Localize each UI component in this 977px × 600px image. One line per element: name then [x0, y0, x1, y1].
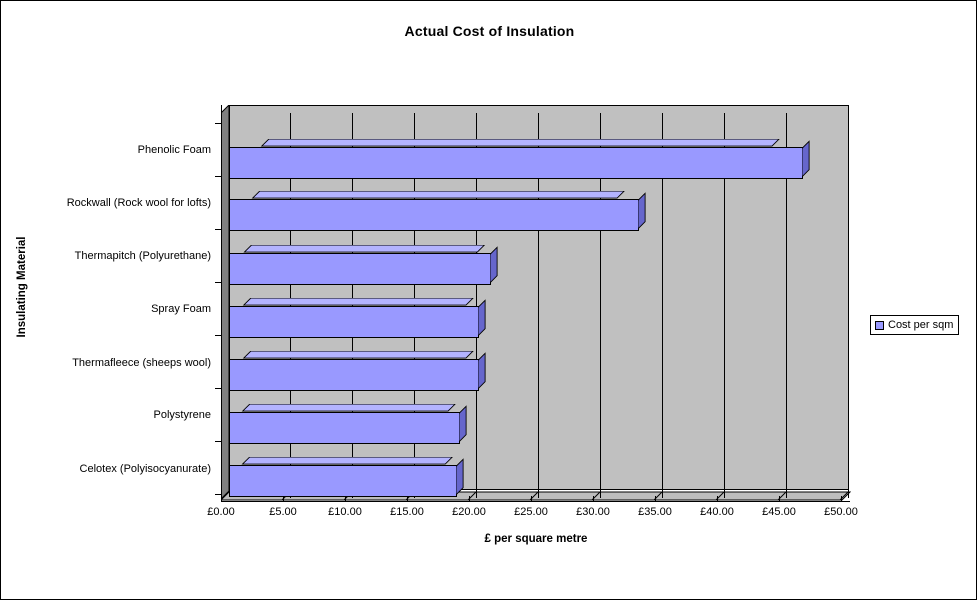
x-axis-tick: [841, 496, 842, 502]
bar-side-face: [802, 140, 810, 178]
chart-legend: Cost per sqm: [870, 315, 960, 335]
x-axis-title: £ per square metre: [484, 533, 588, 545]
legend-entry-label: Cost per sqm: [888, 319, 954, 331]
y-axis-tick: [215, 229, 222, 230]
bar: [229, 359, 479, 391]
bar: [229, 253, 491, 285]
bar-top-face: [241, 457, 453, 465]
x-axis-tick-label: £10.00: [328, 506, 362, 518]
gridline: [724, 113, 725, 498]
y-axis-tick-label: Thermafleece (sheeps wool): [72, 357, 211, 369]
x-axis-tick: [655, 496, 656, 502]
x-axis-tick-label: £45.00: [762, 506, 796, 518]
bar: [229, 412, 460, 444]
x-axis-tick-label: £50.00: [824, 506, 858, 518]
bar-top-face: [251, 191, 625, 199]
bar: [229, 306, 479, 338]
x-axis-tick: [221, 496, 222, 502]
x-axis-tick: [345, 496, 346, 502]
plot-area: [221, 105, 857, 501]
gridline: [848, 113, 849, 498]
y-axis-line: [221, 105, 222, 502]
x-axis-tick-label: £30.00: [576, 506, 610, 518]
bar-side-face: [459, 405, 467, 443]
x-axis-line: [221, 501, 850, 502]
x-axis-tick-label: £15.00: [390, 506, 424, 518]
bar-side-face: [490, 246, 498, 284]
x-axis-tick-label: £40.00: [700, 506, 734, 518]
y-axis-tick-label: Rockwall (Rock wool for lofts): [66, 197, 211, 209]
x-axis-tick: [593, 496, 594, 502]
x-axis-tick: [717, 496, 718, 502]
y-axis-title: Insulating Material: [16, 236, 28, 338]
x-axis-tick-label: £25.00: [514, 506, 548, 518]
gridline: [786, 113, 787, 498]
bar-side-face: [478, 352, 486, 390]
bar: [229, 147, 803, 179]
gridline: [600, 113, 601, 498]
bar-side-face: [478, 299, 486, 337]
x-axis-tick-label: £5.00: [269, 506, 297, 518]
bar-top-face: [242, 298, 474, 306]
bar-top-face: [260, 139, 780, 147]
y-axis-tick: [215, 123, 222, 124]
x-axis-tick: [779, 496, 780, 502]
x-axis-tick: [407, 496, 408, 502]
legend-swatch-icon: [875, 320, 884, 330]
y-axis-tick-label: Spray Foam: [151, 303, 211, 315]
y-axis-tick: [215, 176, 222, 177]
y-axis-tick-label: Phenolic Foam: [137, 144, 211, 156]
x-axis-tick: [469, 496, 470, 502]
y-axis-tick: [215, 494, 222, 495]
bar: [229, 199, 639, 231]
y-axis-tick: [215, 388, 222, 389]
y-axis-tick-label: Thermapitch (Polyurethane): [74, 250, 211, 262]
y-axis-tick-label: Polystyrene: [153, 409, 211, 421]
y-axis-tick: [215, 441, 222, 442]
chart-title: Actual Cost of Insulation: [404, 23, 575, 39]
bar-top-face: [241, 404, 456, 412]
y-axis-tick: [215, 335, 222, 336]
bar: [229, 465, 457, 497]
bar-top-face: [243, 245, 486, 253]
gridline: [538, 113, 539, 498]
bar-top-face: [242, 351, 474, 359]
gridline: [662, 113, 663, 498]
x-axis-tick: [283, 496, 284, 502]
y-axis-tick: [215, 282, 222, 283]
y-axis-tick-label: Celotex (Polyisocyanurate): [79, 463, 211, 475]
bar-side-face: [456, 458, 464, 496]
x-axis-tick-label: £35.00: [638, 506, 672, 518]
x-axis-tick-label: £20.00: [452, 506, 486, 518]
gridline: [476, 113, 477, 498]
bar-side-face: [638, 192, 646, 230]
x-axis-tick-label: £0.00: [207, 506, 235, 518]
x-axis-tick: [531, 496, 532, 502]
